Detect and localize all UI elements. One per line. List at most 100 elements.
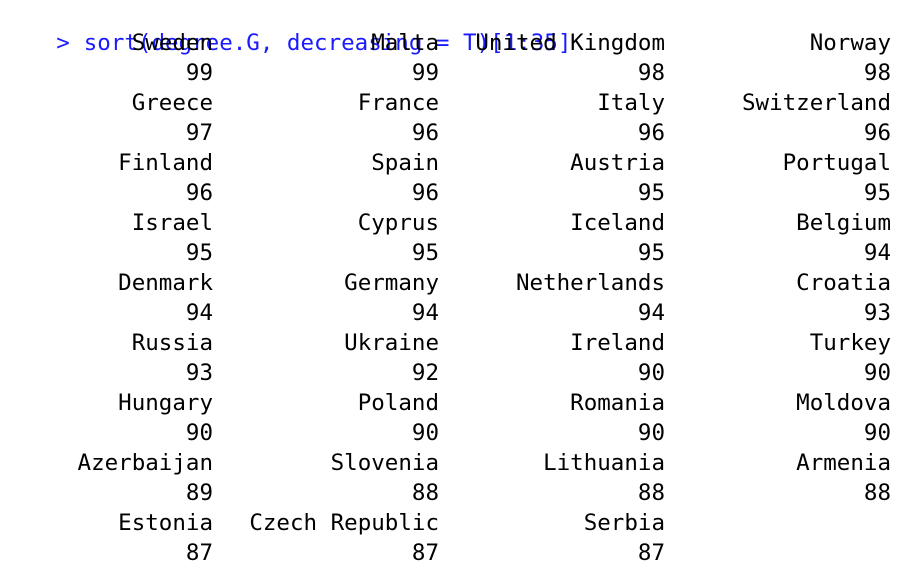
output-row: Estonia 87 Czech Republic 87 Serbia 87 bbox=[0, 508, 922, 568]
vector-entry: Czech Republic 87 bbox=[249, 508, 439, 568]
output-row: Sweden 99 Malta 99 United Kingdom 98 Norway 98 bbox=[0, 28, 922, 88]
entry-value: 96 bbox=[863, 120, 891, 146]
entry-name: Armenia bbox=[796, 450, 891, 476]
entry-value: 99 bbox=[185, 60, 213, 86]
vector-entry: Ukraine 92 bbox=[344, 328, 439, 388]
entry-name: Portugal bbox=[782, 150, 891, 176]
vector-entry: Poland 90 bbox=[358, 388, 439, 448]
entry-name: Norway bbox=[809, 30, 891, 56]
output-row: Denmark 94 Germany 94 Netherlands 94 Croatia 93 bbox=[0, 268, 922, 328]
command-text: sort(degree.G, decreasing = T)[1:35] bbox=[83, 30, 572, 56]
output-row: Russia 93 Ukraine 92 Ireland 90 Turkey 90 bbox=[0, 328, 922, 388]
entry-name: Sweden bbox=[131, 30, 213, 56]
entry-value: 95 bbox=[637, 180, 665, 206]
entry-value: 98 bbox=[637, 60, 665, 86]
entry-value: 98 bbox=[863, 60, 891, 86]
entry-name: Greece bbox=[131, 90, 213, 116]
vector-entry: Germany 94 bbox=[344, 268, 439, 328]
entry-name: Russia bbox=[131, 330, 213, 356]
entry-name: Turkey bbox=[809, 330, 891, 356]
entry-name: Moldova bbox=[796, 390, 891, 416]
vector-entry: Ireland 90 bbox=[570, 328, 665, 388]
vector-entry: Romania 90 bbox=[570, 388, 665, 448]
vector-entry: Switzerland 96 bbox=[742, 88, 891, 148]
entry-name: Netherlands bbox=[515, 270, 665, 296]
vector-entry: Austria 95 bbox=[570, 148, 665, 208]
vector-entry: Azerbaijan 89 bbox=[78, 448, 213, 508]
entry-value: 87 bbox=[185, 540, 213, 566]
entry-name: Germany bbox=[344, 270, 439, 296]
vector-entry: Serbia 87 bbox=[584, 508, 665, 568]
entry-value: 94 bbox=[185, 300, 213, 326]
vector-entry: Italy 96 bbox=[597, 88, 665, 148]
entry-value: 90 bbox=[185, 420, 213, 446]
vector-entry: Russia 93 bbox=[132, 328, 213, 388]
entry-name: Azerbaijan bbox=[77, 450, 213, 476]
vector-entry: Norway 98 bbox=[810, 28, 891, 88]
entry-value: 94 bbox=[637, 300, 665, 326]
entry-value: 95 bbox=[637, 240, 665, 266]
entry-name: Slovenia bbox=[330, 450, 439, 476]
entry-name: France bbox=[357, 90, 439, 116]
vector-entry: France 96 bbox=[358, 88, 439, 148]
vector-entry: Armenia 88 bbox=[796, 448, 891, 508]
entry-name: Ireland bbox=[570, 330, 665, 356]
entry-value: 90 bbox=[637, 360, 665, 386]
entry-value: 88 bbox=[863, 480, 891, 506]
entry-name: Switzerland bbox=[741, 90, 891, 116]
entry-name: Hungary bbox=[118, 390, 213, 416]
vector-entry: Portugal 95 bbox=[783, 148, 891, 208]
output-row: Hungary 90 Poland 90 Romania 90 Moldova 90 bbox=[0, 388, 922, 448]
vector-entry: Cyprus 95 bbox=[358, 208, 439, 268]
vector-entry: Hungary 90 bbox=[118, 388, 213, 448]
entry-value: 96 bbox=[411, 120, 439, 146]
entry-name: Czech Republic bbox=[249, 510, 439, 536]
vector-entry: Greece 97 bbox=[132, 88, 213, 148]
entry-name: Austria bbox=[570, 150, 665, 176]
entry-name: Ukraine bbox=[344, 330, 439, 356]
entry-name: Cyprus bbox=[357, 210, 439, 236]
entry-value: 95 bbox=[185, 240, 213, 266]
entry-value: 95 bbox=[863, 180, 891, 206]
entry-value: 90 bbox=[863, 360, 891, 386]
entry-value: 87 bbox=[411, 540, 439, 566]
entry-name: Romania bbox=[570, 390, 665, 416]
entry-value: 93 bbox=[863, 300, 891, 326]
vector-entry: Israel 95 bbox=[132, 208, 213, 268]
entry-value: 92 bbox=[411, 360, 439, 386]
entry-value: 97 bbox=[185, 120, 213, 146]
console-prompt: > bbox=[56, 30, 70, 56]
entry-name: Poland bbox=[357, 390, 439, 416]
entry-name: Croatia bbox=[796, 270, 891, 296]
entry-value: 96 bbox=[411, 180, 439, 206]
entry-value: 93 bbox=[185, 360, 213, 386]
entry-value: 96 bbox=[185, 180, 213, 206]
entry-value: 87 bbox=[637, 540, 665, 566]
vector-entry: United Kingdom 98 bbox=[475, 28, 665, 88]
vector-entry: Lithuania 88 bbox=[543, 448, 665, 508]
entry-name: Italy bbox=[597, 90, 665, 116]
vector-entry: Belgium 94 bbox=[796, 208, 891, 268]
entry-name: Israel bbox=[131, 210, 213, 236]
vector-entry: Denmark 94 bbox=[118, 268, 213, 328]
vector-entry: Iceland 95 bbox=[570, 208, 665, 268]
entry-value: 88 bbox=[411, 480, 439, 506]
vector-entry: Sweden 99 bbox=[132, 28, 213, 88]
entry-name: Spain bbox=[371, 150, 439, 176]
vector-entry: Malta 99 bbox=[371, 28, 439, 88]
vector-entry: Spain 96 bbox=[371, 148, 439, 208]
vector-entry: Croatia 93 bbox=[796, 268, 891, 328]
vector-entry: Netherlands 94 bbox=[516, 268, 665, 328]
entry-value: 99 bbox=[411, 60, 439, 86]
vector-entry: Slovenia 88 bbox=[331, 448, 439, 508]
entry-name: Belgium bbox=[796, 210, 891, 236]
entry-value: 90 bbox=[411, 420, 439, 446]
output-row: Finland 96 Spain 96 Austria 95 Portugal 95 bbox=[0, 148, 922, 208]
command-line: > sort(degree.G, decreasing = T)[1:35] bbox=[2, 0, 571, 88]
entry-value: 94 bbox=[411, 300, 439, 326]
entry-name: Malta bbox=[371, 30, 439, 56]
named-vector-output: Sweden 99 Malta 99 United Kingdom 98 Norway 98 G… bbox=[0, 28, 922, 568]
entry-value: 96 bbox=[637, 120, 665, 146]
entry-value: 95 bbox=[411, 240, 439, 266]
